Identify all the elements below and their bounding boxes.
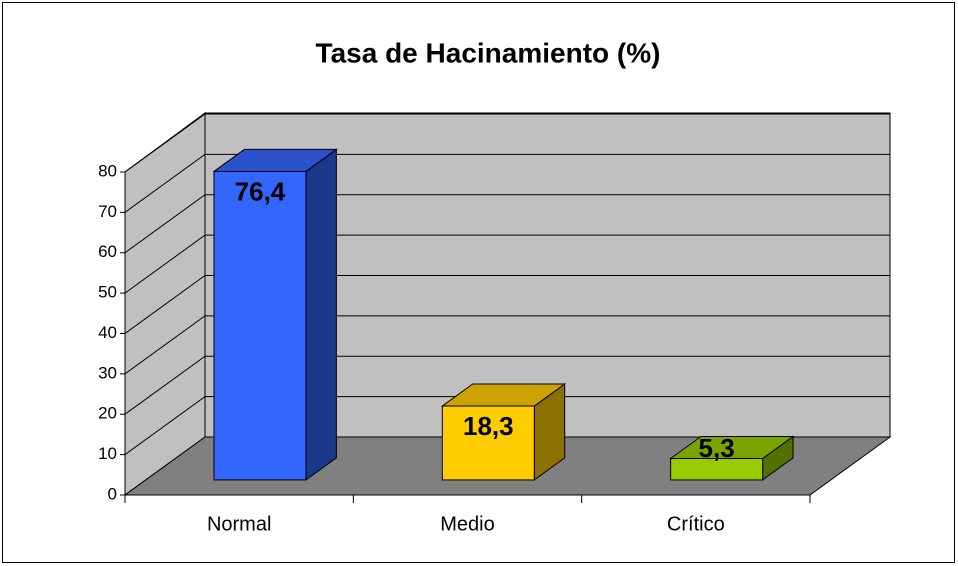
value-label: 76,4	[235, 176, 286, 206]
grid-line	[124, 194, 890, 254]
bar	[441, 405, 535, 481]
value-label: 18,3	[463, 411, 514, 441]
grid-line	[124, 113, 890, 173]
grid-line	[124, 396, 890, 456]
grid-line	[124, 355, 890, 415]
y-tick-label: 30	[98, 363, 117, 382]
y-tick-label: 40	[98, 323, 117, 342]
grid-line	[124, 153, 890, 213]
grid-line	[124, 275, 890, 334]
value-label: 5,3	[699, 433, 735, 463]
grid-line	[124, 315, 890, 375]
y-tick-label: 70	[98, 202, 117, 221]
y-tick-label: 60	[98, 242, 117, 261]
bar	[213, 170, 307, 481]
x-tick-label: Medio	[440, 513, 494, 535]
y-tick-label: 80	[98, 161, 117, 180]
y-tick-label: 50	[98, 283, 117, 302]
y-tick-label: 10	[98, 444, 117, 463]
bar-side	[305, 148, 337, 481]
x-tick-label: Normal	[207, 513, 271, 535]
grid-line	[124, 234, 890, 294]
x-tick-label: Crítico	[667, 513, 725, 535]
bar	[670, 458, 764, 481]
y-tick-label: 20	[98, 404, 117, 423]
chart-title: Tasa de Hacinamiento (%)	[316, 37, 661, 68]
y-tick-label: 0	[108, 484, 117, 503]
